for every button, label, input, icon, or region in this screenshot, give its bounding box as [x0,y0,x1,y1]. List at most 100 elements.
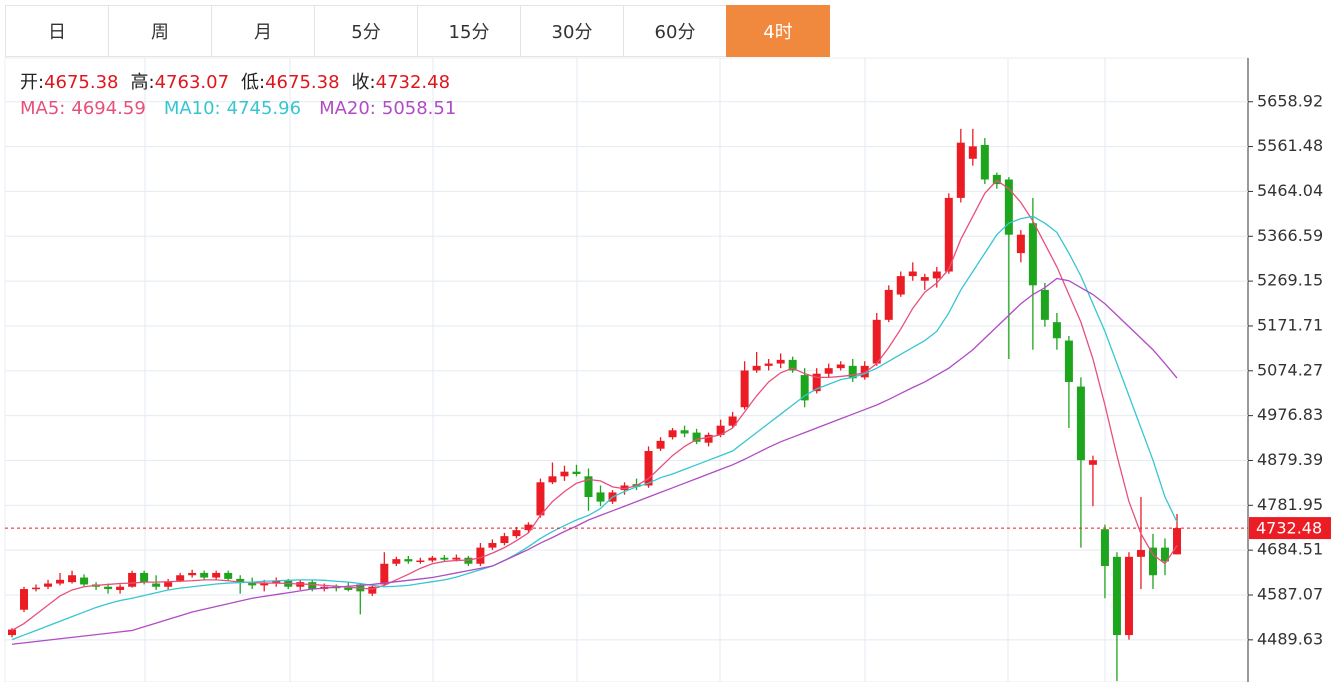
ohlc-value: 4763.07 [154,72,230,93]
candle-body [488,543,497,548]
candle-body [704,434,713,443]
ohlc-row: 开:4675.38 高:4763.07 低:4675.38 收:4732.48 [20,70,474,96]
candle-body [212,572,221,578]
candle-body [44,583,53,587]
last-price-label: 4732.48 [1256,519,1322,538]
candle-body [1004,179,1013,235]
candle-body [500,536,509,544]
ma-line [11,277,1178,645]
candle-body [644,450,653,486]
candle-body [1052,322,1061,339]
candle-body [548,476,557,483]
candle-body [80,577,89,585]
y-tick-label: 5366.59 [1257,226,1323,245]
candle-body [1088,460,1097,465]
candle-body [56,579,65,584]
candle-body [884,289,893,320]
candle-body [728,416,737,426]
candle-body [668,430,677,438]
candle-body [1016,234,1025,254]
candle-body [944,197,953,272]
candle-body [968,146,977,159]
candle-body [572,471,581,474]
ma-value: 4694.59 [71,98,146,119]
candle-body [596,492,605,502]
candle-body [128,572,137,587]
ma-name: MA10: [163,98,221,119]
candle-body [164,582,173,587]
candle-body [116,586,125,590]
candle-body [860,365,869,378]
candle-body [308,582,317,590]
candle-body [920,277,929,281]
period-tab[interactable]: 日 [5,5,109,57]
candle-body [236,578,245,583]
candle-body [380,563,389,585]
candle-body [140,572,149,583]
candle-body [512,530,521,537]
candle-body [176,575,185,581]
candle-body [404,559,413,562]
candle-body [980,144,989,180]
candle-body [800,375,809,401]
candle-body [1076,386,1085,461]
candle-body [752,365,761,371]
y-tick-label: 5269.15 [1257,271,1323,290]
candle-body [656,440,665,449]
candle-body [1124,556,1133,636]
candle-body [200,572,209,578]
y-tick-label: 4781.95 [1257,495,1323,514]
y-tick-label: 5658.92 [1257,91,1323,110]
candle-body [1136,549,1145,557]
candle-body [1064,340,1073,382]
period-tab[interactable]: 月 [211,5,315,57]
candle-body [188,572,197,576]
ohlc-value: 4675.38 [44,72,119,93]
y-tick-label: 4587.07 [1257,584,1323,603]
candle-body [1160,547,1169,562]
candle-body [620,485,629,491]
period-tab[interactable]: 30分 [520,5,624,57]
candle-body [524,524,533,531]
period-tab[interactable]: 60分 [623,5,727,57]
candle-body [68,575,77,583]
candle-body [1028,223,1037,286]
candle-body [872,319,881,364]
candle-body [584,476,593,498]
period-tab[interactable]: 5分 [314,5,418,57]
candle-body [536,482,545,516]
candle-body [8,629,16,636]
candle-body [260,583,269,586]
ma-name: MA5: [20,98,66,119]
candle-body [440,557,449,560]
candle-body [20,589,29,610]
period-tab[interactable]: 4时 [726,5,830,57]
candle-body [836,364,845,369]
candle-body [464,557,473,564]
ohlc-label: 开: [20,72,45,93]
y-tick-label: 4976.83 [1257,405,1323,424]
candle-body [740,370,749,408]
candle-body [452,557,461,560]
y-tick-label: 4684.51 [1257,540,1323,559]
period-tab[interactable]: 15分 [417,5,521,57]
candle-body [344,587,353,590]
candle-body [788,359,797,371]
candle-body [476,547,485,564]
candle-body [428,557,437,561]
candle-body [776,359,785,364]
candle-body [716,425,725,435]
info-panel: 开:4675.38 高:4763.07 低:4675.38 收:4732.48 MA5:… [20,70,474,122]
y-tick-label: 5464.04 [1257,181,1323,200]
candle-body [992,174,1001,185]
ma-line [11,215,1178,641]
period-tab[interactable]: 周 [108,5,212,57]
candle-body [956,142,965,198]
candle-body [152,583,161,587]
candle-body [896,276,905,295]
candle-body [248,582,257,586]
candle-body [812,373,821,392]
ohlc-value: 4732.48 [375,72,451,93]
y-tick-label: 5561.48 [1257,136,1323,155]
candle-body [680,430,689,434]
